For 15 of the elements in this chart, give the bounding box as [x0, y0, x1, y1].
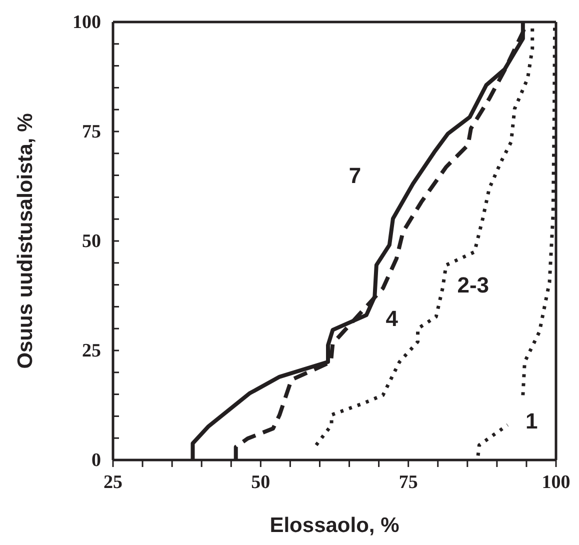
x-tick-label: 25 — [104, 472, 122, 494]
series-label: 2-3 — [457, 272, 490, 298]
x-tick-label: 75 — [398, 472, 418, 494]
series-label: 4 — [386, 306, 399, 331]
x-tick-label: 50 — [251, 472, 270, 494]
series-label: 7 — [348, 163, 362, 188]
y-tick-label: 100 — [72, 12, 101, 34]
y-axis-title: Osuus uudistusaloista, % — [14, 112, 37, 369]
y-tick-label: 50 — [82, 231, 101, 252]
y-tick-label: 0 — [92, 450, 101, 472]
y-tick-label: 75 — [82, 122, 101, 143]
x-tick-label: 100 — [542, 472, 570, 494]
series-label: 1 — [525, 408, 538, 434]
x-axis-title: Elossaolo, % — [270, 514, 400, 537]
y-tick-label: 25 — [82, 340, 101, 362]
